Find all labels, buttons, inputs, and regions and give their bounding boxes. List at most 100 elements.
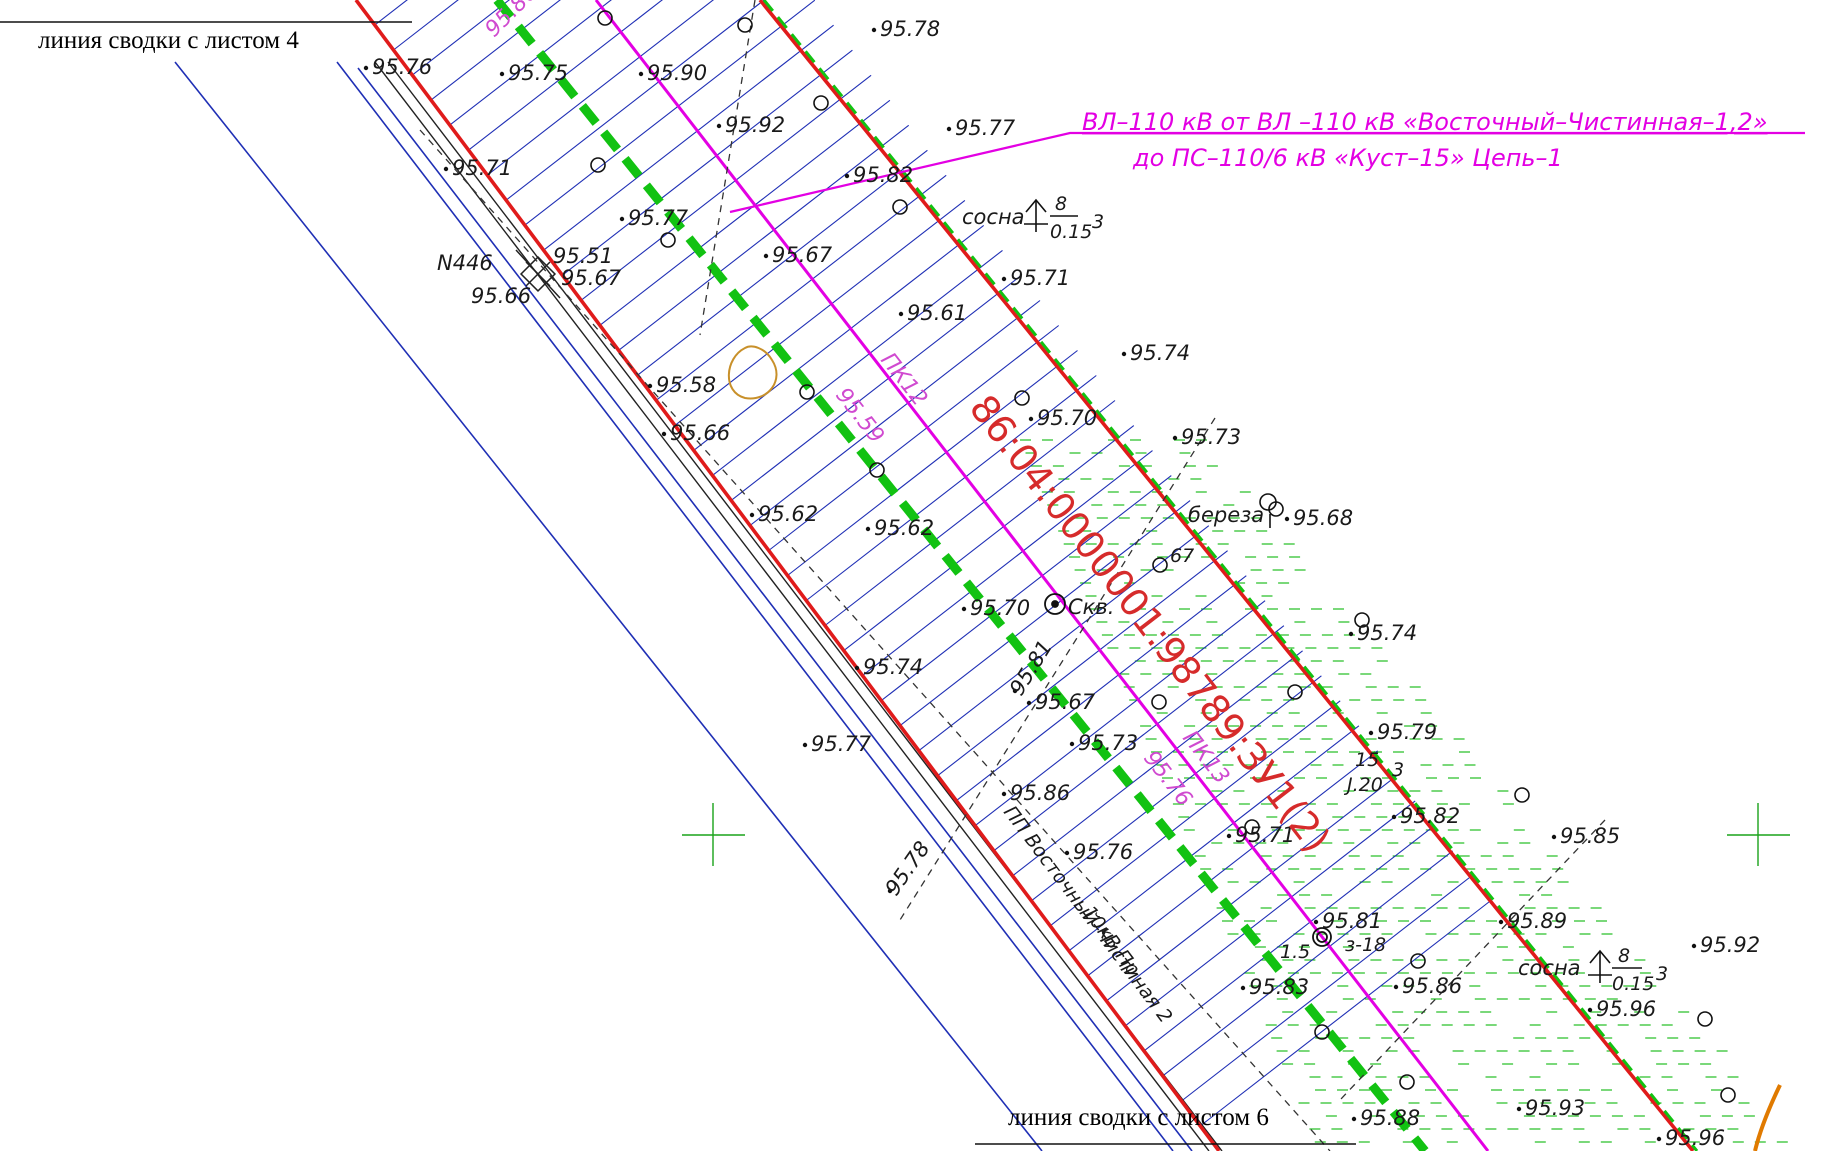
spot-dot [871, 27, 877, 33]
road-edge-line [357, 67, 1193, 1151]
hatch-line [580, 74, 872, 301]
power-line-axis [594, 0, 1490, 1151]
hatch-line [543, 24, 834, 251]
tree-height: 8 [1055, 193, 1067, 215]
spot-height-label: 95.71 [1010, 266, 1070, 290]
hatch-line [1068, 725, 1360, 952]
survey-circle [1410, 953, 1426, 969]
spot-height-label: 95.71 [1235, 823, 1295, 847]
hatch-line [393, 0, 459, 51]
pine-tree-icon [1588, 949, 1612, 983]
spot-height-label: 95.77 [811, 732, 872, 756]
spot-height-label: 95.66 [670, 421, 730, 445]
hatch-line [1162, 850, 1454, 1077]
hatch-line [486, 0, 715, 176]
hatch-line [524, 0, 816, 226]
survey-circle [1354, 612, 1370, 628]
misc-label: 3 [1392, 759, 1404, 781]
hatch-line [749, 300, 1041, 526]
spot-dot [1226, 833, 1232, 839]
hatch-line [937, 550, 1228, 777]
road-rail-line [374, 61, 1210, 1151]
spot-dot [1368, 730, 1374, 736]
spot-height-label: 95.92 [725, 113, 785, 137]
tree-type-label: сосна [962, 205, 1025, 229]
spot-dot [443, 166, 449, 172]
survey-circle [813, 95, 829, 111]
spot-height-label: 95.68 [1293, 506, 1353, 530]
control-point-symbol [515, 249, 561, 299]
well-icon-2 [1312, 927, 1332, 947]
hatch-line [637, 149, 928, 376]
power-line-caption-1: ВЛ–110 кВ от ВЛ –110 кВ «Восточный–Чисти… [1082, 108, 1768, 136]
tree-count: 3 [1656, 963, 1668, 985]
hatch-line [1181, 875, 1472, 1102]
spot-dot [1587, 1007, 1593, 1013]
hatch-line [618, 124, 910, 351]
survey-circle [1014, 390, 1030, 406]
hatch-line [1031, 675, 1322, 902]
spot-height-label: 95.73 [1181, 425, 1241, 449]
survey-circle [799, 384, 815, 400]
survey-circle [1720, 1087, 1736, 1103]
hatch-line [505, 0, 766, 201]
caption-leader-line [729, 131, 1805, 214]
spot-dot [1691, 943, 1697, 949]
tree-type-label: сосна [1518, 956, 1581, 980]
hatch-line [468, 0, 663, 151]
survey-circle [1151, 694, 1167, 710]
power-line-caption-2: до ПС–110/6 кВ «Куст–15» Цепь–1 [1132, 144, 1563, 172]
hatch-line [955, 575, 1247, 802]
spot-height-label: 95.88 [1360, 1106, 1420, 1130]
spot-dot [1313, 919, 1319, 925]
hatch-line [787, 350, 1078, 576]
misc-label: 1.5 [1280, 941, 1310, 963]
grid-cross [682, 803, 745, 866]
thin-dashed-lines [419, 0, 1606, 1151]
control-point-elev: 95.66 [471, 284, 531, 308]
spot-dot [1026, 700, 1032, 706]
survey-circle [892, 199, 908, 215]
spot-height-label: 95.76 [372, 55, 432, 79]
hatch-line [712, 249, 1003, 476]
row-dashed-line [493, 0, 1429, 1151]
hatch-line [449, 0, 612, 126]
spot-dot [1551, 834, 1557, 840]
spot-dot [1001, 791, 1007, 797]
hatch-line [1049, 700, 1341, 927]
spot-height-label: 95.93 [1525, 1096, 1585, 1120]
sheet-label-bottom: линия сводки с листом 6 [1008, 1104, 1269, 1131]
tree-type-label: береза [1188, 503, 1264, 527]
spot-dot [1069, 741, 1075, 747]
spot-dot [898, 311, 904, 317]
hatch-line [768, 325, 1060, 551]
hatch-line [1124, 800, 1416, 1027]
spot-dot [1391, 814, 1397, 820]
road-voltage-label: 10кВ Пр [1078, 902, 1144, 980]
pink-elevation: 95.59 [830, 383, 888, 448]
hatch-line [693, 224, 985, 451]
hatch-line [974, 600, 1266, 827]
spot-height-label: 95.89 [1507, 909, 1567, 933]
spot-height-label: 95.71 [452, 156, 512, 180]
spot-height-label: 95.86 [1402, 974, 1462, 998]
hatch-line [562, 49, 853, 276]
spot-dot [716, 123, 722, 129]
spot-height-label: 95.67 [1035, 690, 1096, 714]
spot-height-label: 95.76 [1073, 840, 1133, 864]
spot-dot [1284, 516, 1290, 522]
survey-circle [1244, 819, 1260, 835]
tree-count: 3 [1092, 211, 1104, 233]
spot-dot [499, 71, 505, 77]
spot-dot [638, 71, 644, 77]
spot-height-label: 95.62 [758, 502, 818, 526]
control-point-elev: 95.51 [553, 244, 613, 268]
spot-dot [1064, 850, 1070, 856]
spot-height-label: 95.82 [1400, 804, 1460, 828]
spot-height-label: 95.70 [1037, 406, 1097, 430]
hatch-line [1012, 650, 1303, 877]
hatch-line [1106, 775, 1397, 1002]
hatch-line [1143, 825, 1435, 1052]
spot-height-label: 95.78 [880, 837, 934, 900]
